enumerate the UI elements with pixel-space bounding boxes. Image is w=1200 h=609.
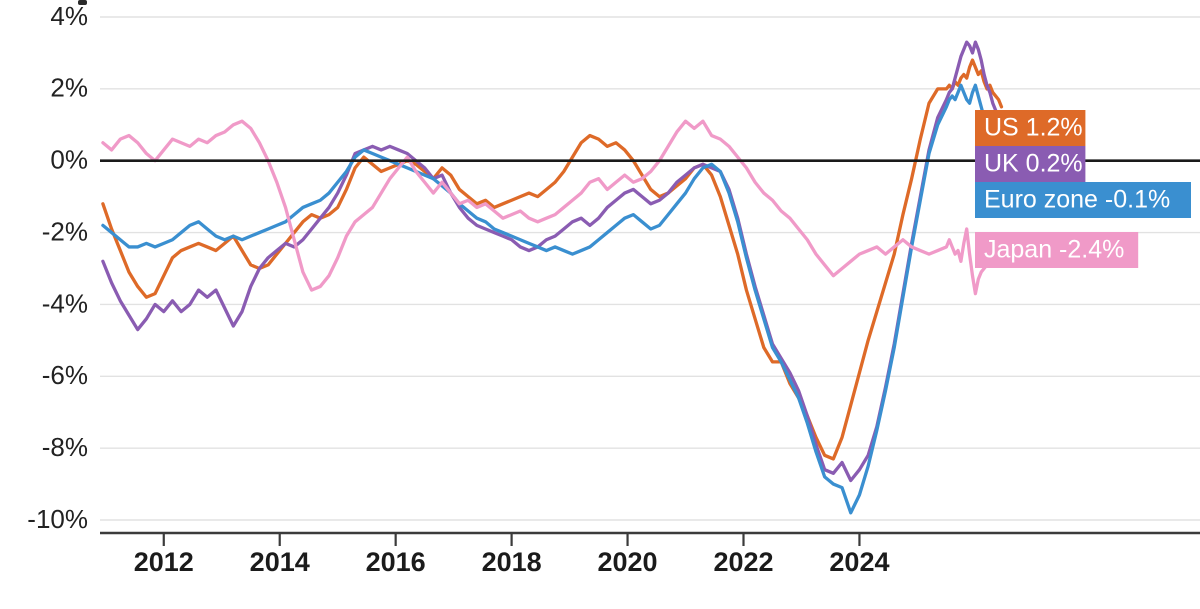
legend-item: Euro zone -0.1% <box>975 182 1191 218</box>
y-axis-labels: 4% 2% 0% -2% -4% -6% -8% -10% <box>27 1 88 534</box>
legend-label: Japan -2.4% <box>984 236 1124 264</box>
title-fragment <box>78 0 87 5</box>
x-axis-tick-label: 2012 <box>134 547 194 577</box>
y-axis-tick-label: 0% <box>50 145 88 175</box>
y-axis-tick-label: 4% <box>50 1 88 31</box>
legend-swatch <box>975 146 1086 182</box>
legend-label: Euro zone -0.1% <box>984 186 1170 214</box>
legend-item: Japan -2.4% <box>975 232 1139 268</box>
legend: US 1.2% UK 0.2% Euro zone -0.1% Japan -2.4% <box>975 110 1191 268</box>
axis-group <box>100 159 1200 546</box>
clipped-title-glyph <box>78 0 87 5</box>
y-axis-tick-label: -8% <box>42 432 88 462</box>
series-line-japan <box>101 119 1004 296</box>
x-axis-tick-label: 2016 <box>366 547 426 577</box>
x-axis-tick-label: 2018 <box>482 547 542 577</box>
series-line-us <box>101 58 1004 461</box>
series-line-euro-zone <box>101 83 1004 515</box>
y-axis-tick-label: -6% <box>42 360 88 390</box>
y-axis-tick-label: 2% <box>50 73 88 103</box>
x-axis-tick-label: 2024 <box>829 547 889 577</box>
y-axis-tick-label: -10% <box>27 504 88 534</box>
legend-label: UK 0.2% <box>984 150 1083 178</box>
y-axis-tick-label: -4% <box>42 288 88 318</box>
legend-label: US 1.2% <box>984 114 1083 142</box>
series-group <box>101 40 1004 515</box>
legend-item: US 1.2% <box>975 110 1086 146</box>
x-axis-tick-label: 2022 <box>713 547 773 577</box>
legend-swatch <box>975 232 1139 268</box>
y-axis-tick-label: -2% <box>42 216 88 246</box>
legend-item: UK 0.2% <box>975 146 1086 182</box>
x-axis-tick-label: 2014 <box>250 547 310 577</box>
x-axis-tick-label: 2020 <box>598 547 658 577</box>
gridlines-group <box>100 16 1200 521</box>
series-line-uk <box>101 40 1004 483</box>
legend-swatch <box>975 110 1086 146</box>
legend-swatch <box>975 182 1191 218</box>
x-axis-labels: 2012 2014 2016 2018 2020 2022 2024 <box>134 547 890 577</box>
